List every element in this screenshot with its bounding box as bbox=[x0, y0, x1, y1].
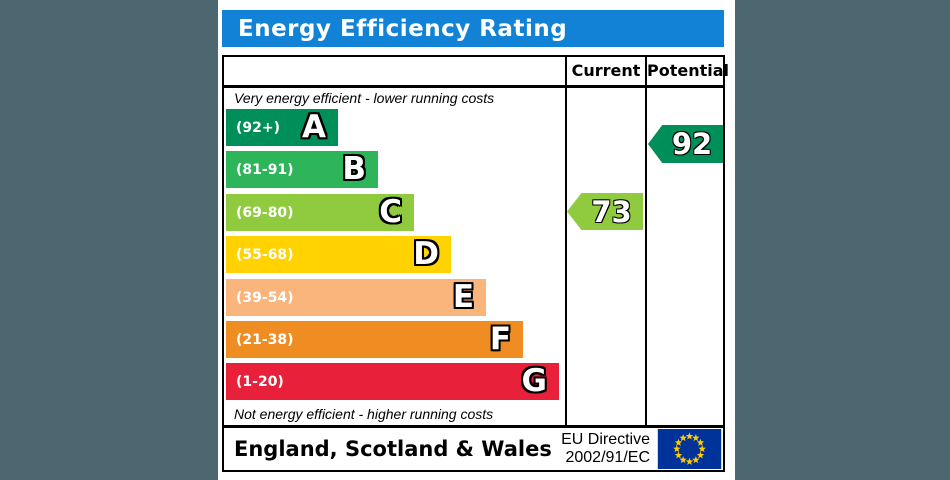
footer: England, Scotland & Wales EU Directive 2… bbox=[224, 428, 723, 470]
eu-directive-line1: EU Directive bbox=[561, 431, 650, 448]
band-e-letter: E bbox=[452, 279, 474, 315]
band-b-letter: B bbox=[342, 151, 366, 187]
band-b-range: (81-91) bbox=[236, 161, 294, 178]
band-f-range: (21-38) bbox=[236, 331, 294, 348]
potential-column-border bbox=[645, 57, 647, 425]
current-rating-value: 73 bbox=[591, 194, 632, 229]
eu-directive-label: EU Directive 2002/91/EC bbox=[561, 431, 650, 467]
potential-rating-arrow: 92 bbox=[648, 125, 723, 163]
band-f: (21-38) F bbox=[226, 321, 523, 358]
chart-title: Energy Efficiency Rating bbox=[238, 15, 568, 42]
band-g-range: (1-20) bbox=[236, 373, 284, 390]
chart-title-bar: Energy Efficiency Rating bbox=[222, 10, 724, 47]
band-a-letter: A bbox=[302, 109, 326, 145]
band-d: (55-68) D bbox=[226, 236, 451, 273]
band-g-letter: G bbox=[521, 363, 547, 399]
band-g: (1-20) G bbox=[226, 363, 559, 400]
current-rating-arrow: 73 bbox=[567, 193, 643, 230]
potential-rating-value: 92 bbox=[671, 127, 713, 161]
band-b: (81-91) B bbox=[226, 151, 378, 188]
band-c-range: (69-80) bbox=[236, 204, 294, 221]
potential-column-header: Potential bbox=[647, 61, 730, 80]
eu-directive-line2: 2002/91/EC bbox=[565, 449, 650, 466]
header-divider bbox=[224, 85, 723, 88]
note-not-efficient: Not energy efficient - higher running co… bbox=[234, 406, 494, 422]
band-a-range: (92+) bbox=[236, 119, 281, 136]
band-c-letter: C bbox=[379, 194, 402, 230]
eu-flag-icon bbox=[657, 429, 722, 469]
band-e-range: (39-54) bbox=[236, 289, 294, 306]
region-label: England, Scotland & Wales bbox=[234, 437, 552, 461]
energy-rating-chart: Current Potential Very energy efficient … bbox=[222, 55, 730, 472]
band-d-range: (55-68) bbox=[236, 246, 294, 263]
band-d-letter: D bbox=[413, 236, 439, 272]
band-f-letter: F bbox=[489, 321, 511, 357]
note-very-efficient: Very energy efficient - lower running co… bbox=[234, 90, 495, 106]
band-a: (92+) A bbox=[226, 109, 338, 146]
certificate-sheet: Energy Efficiency Rating Current Potenti… bbox=[218, 0, 735, 480]
current-column-header: Current bbox=[571, 61, 641, 80]
band-e: (39-54) E bbox=[226, 279, 486, 316]
current-column-border bbox=[565, 57, 567, 425]
band-c: (69-80) C bbox=[226, 194, 414, 231]
footer-divider bbox=[224, 425, 723, 428]
